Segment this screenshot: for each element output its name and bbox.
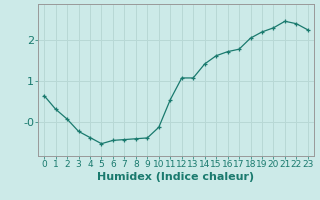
X-axis label: Humidex (Indice chaleur): Humidex (Indice chaleur) (97, 172, 255, 182)
